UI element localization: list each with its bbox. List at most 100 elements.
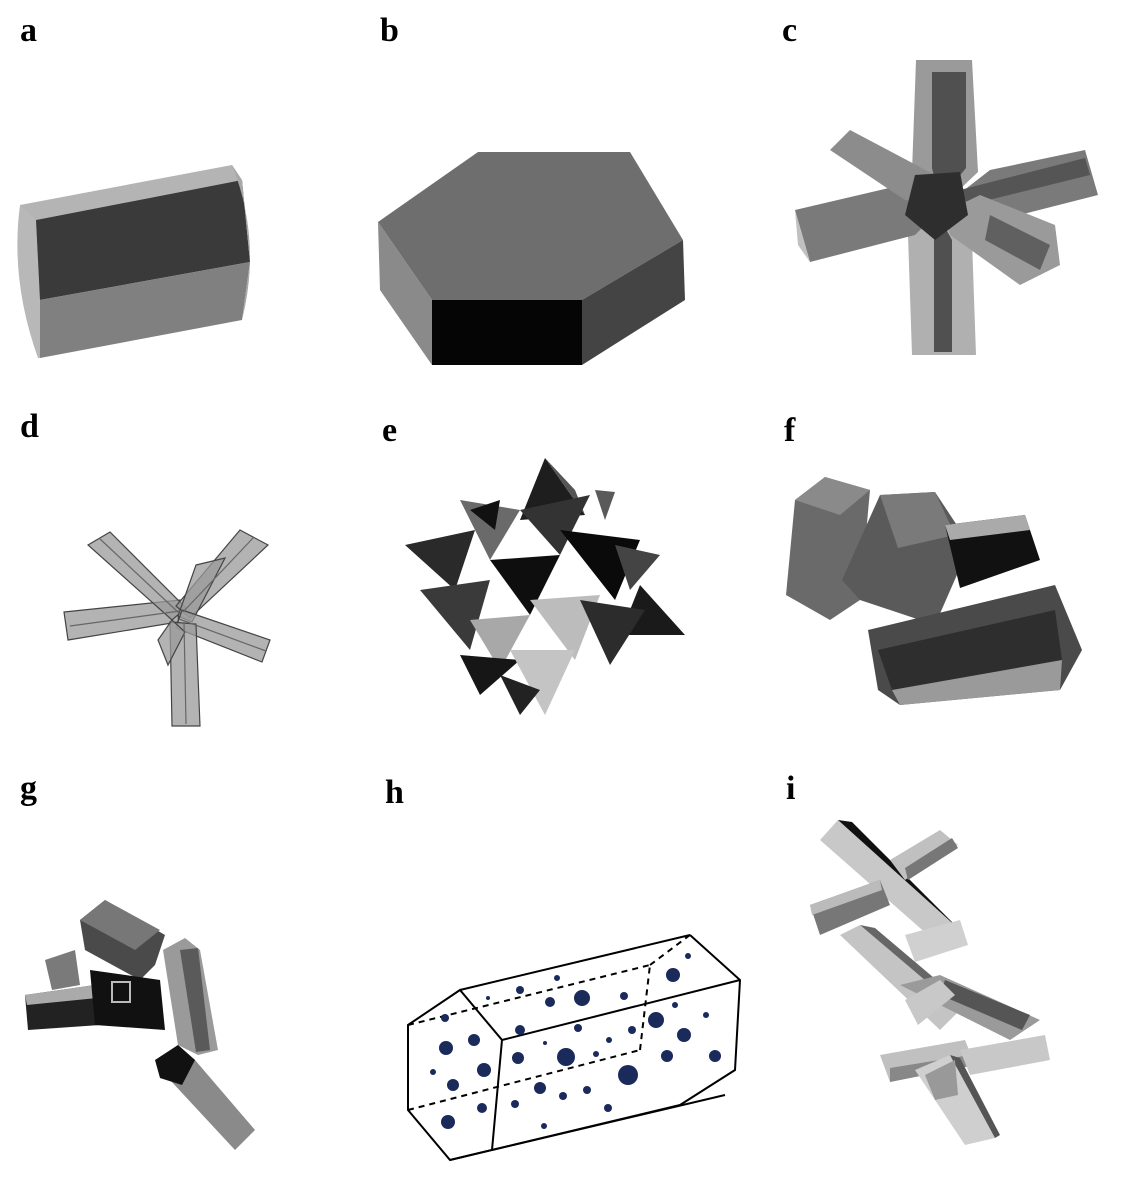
bubble — [606, 1037, 612, 1043]
rosette-center — [905, 172, 968, 240]
spike — [510, 650, 575, 715]
panel-label-h: h — [385, 774, 404, 811]
loose-column-4-window — [111, 981, 131, 1003]
bubble — [583, 1086, 591, 1094]
bubble — [512, 1052, 524, 1064]
panel-label-b: b — [380, 12, 399, 49]
bubble-column-edge — [449, 1104, 681, 1161]
wire-arm-right — [175, 609, 271, 663]
spike — [460, 655, 520, 695]
spike — [520, 495, 590, 555]
loose-column-2-top — [25, 985, 97, 1005]
spike — [580, 600, 645, 665]
ragg-arm — [960, 1035, 1050, 1075]
rosette-arm-left-end — [795, 210, 810, 262]
bubble — [685, 953, 691, 959]
loose-column-5-face — [180, 948, 210, 1052]
bubble — [468, 1034, 480, 1046]
ragg-arm-top — [810, 880, 882, 915]
ragg-arm — [925, 1060, 958, 1100]
column-mid-face — [36, 180, 250, 300]
column-top-face — [20, 165, 242, 220]
bubble — [557, 1048, 575, 1066]
agg-column-4-bottom — [892, 660, 1062, 705]
bubble — [593, 1051, 599, 1057]
panel-label-g: g — [20, 770, 37, 807]
bubble — [541, 1123, 547, 1129]
plate-right-face — [582, 240, 685, 365]
bubble — [477, 1103, 487, 1113]
panel-label-a: a — [20, 12, 37, 49]
panel-label-f: f — [784, 412, 796, 449]
spike — [500, 675, 540, 715]
bubble — [620, 992, 628, 1000]
bubble — [515, 1025, 525, 1035]
agg-column-1-top — [795, 477, 870, 515]
bubble-column-back-end — [679, 934, 742, 1106]
spike — [460, 500, 520, 560]
bubble-column-hidden-edge — [407, 1049, 641, 1111]
ragg-arm-shade — [950, 1055, 1000, 1138]
column-bottom-face — [40, 262, 250, 358]
panel-label-c: c — [782, 12, 798, 49]
spiky-aggregate-illustration — [405, 458, 685, 715]
loose-column-1 — [45, 950, 80, 990]
spike — [595, 490, 615, 520]
loose-column-6-top — [155, 1045, 195, 1085]
bubble — [534, 1082, 546, 1094]
bubble — [672, 1002, 678, 1008]
bubble — [554, 975, 560, 981]
bubble — [511, 1100, 519, 1108]
bubble — [604, 1104, 612, 1112]
spike — [530, 595, 600, 660]
panel-label-e: e — [382, 412, 398, 449]
bubble — [574, 1024, 582, 1032]
loose-column-3-face — [80, 900, 160, 950]
rosette-arm-lower-right-shade — [985, 215, 1050, 270]
ragg-arm-shade — [905, 838, 958, 880]
agg-column-4-face — [878, 610, 1062, 690]
wire-edge — [178, 618, 267, 652]
bubble — [439, 1041, 453, 1055]
agg-column-2-face — [880, 492, 955, 548]
rosette-aggregate-illustration — [810, 820, 1050, 1145]
wireframe-rosette-illustration — [63, 529, 271, 727]
rosette-arm-bottom-shade — [934, 222, 952, 352]
plate-front-face — [432, 300, 582, 365]
bubble — [447, 1079, 459, 1091]
spike — [490, 555, 560, 615]
plate-left-face — [378, 222, 432, 365]
bullet-rosette-illustration — [795, 60, 1098, 355]
wire-edge — [69, 610, 181, 627]
bubble-column-hidden-edge — [407, 964, 651, 1026]
loose-aggregate-illustration — [25, 900, 255, 1150]
bubble — [574, 990, 590, 1006]
bubble — [559, 1092, 567, 1100]
bubble — [709, 1050, 721, 1062]
column-end-face — [17, 205, 40, 358]
bubble — [441, 1115, 455, 1129]
bubble — [677, 1028, 691, 1042]
bubble — [618, 1065, 638, 1085]
bubble-column-hidden-edge — [639, 964, 651, 1051]
bubble — [545, 997, 555, 1007]
ragg-arm-shade — [940, 980, 1030, 1030]
rosette-arm-top-shade — [932, 72, 966, 200]
plate-top-face — [378, 152, 683, 300]
bubble — [648, 1012, 664, 1028]
ragg-arm — [890, 830, 958, 880]
ragg-arm — [905, 980, 955, 1025]
wire-edge — [98, 537, 181, 615]
bubble — [628, 1026, 636, 1034]
spike — [405, 530, 475, 590]
panel-label-i: i — [786, 770, 796, 807]
hexagonal-plate-illustration — [378, 152, 685, 365]
bubble — [430, 1069, 436, 1075]
panel-label-d: d — [20, 408, 39, 445]
bubble-column-hidden-edge — [649, 934, 691, 966]
rosette-arm-left — [795, 185, 940, 262]
bubble-column-edge — [501, 979, 741, 1041]
loose-column-4 — [90, 970, 165, 1030]
bubble — [486, 996, 490, 1000]
